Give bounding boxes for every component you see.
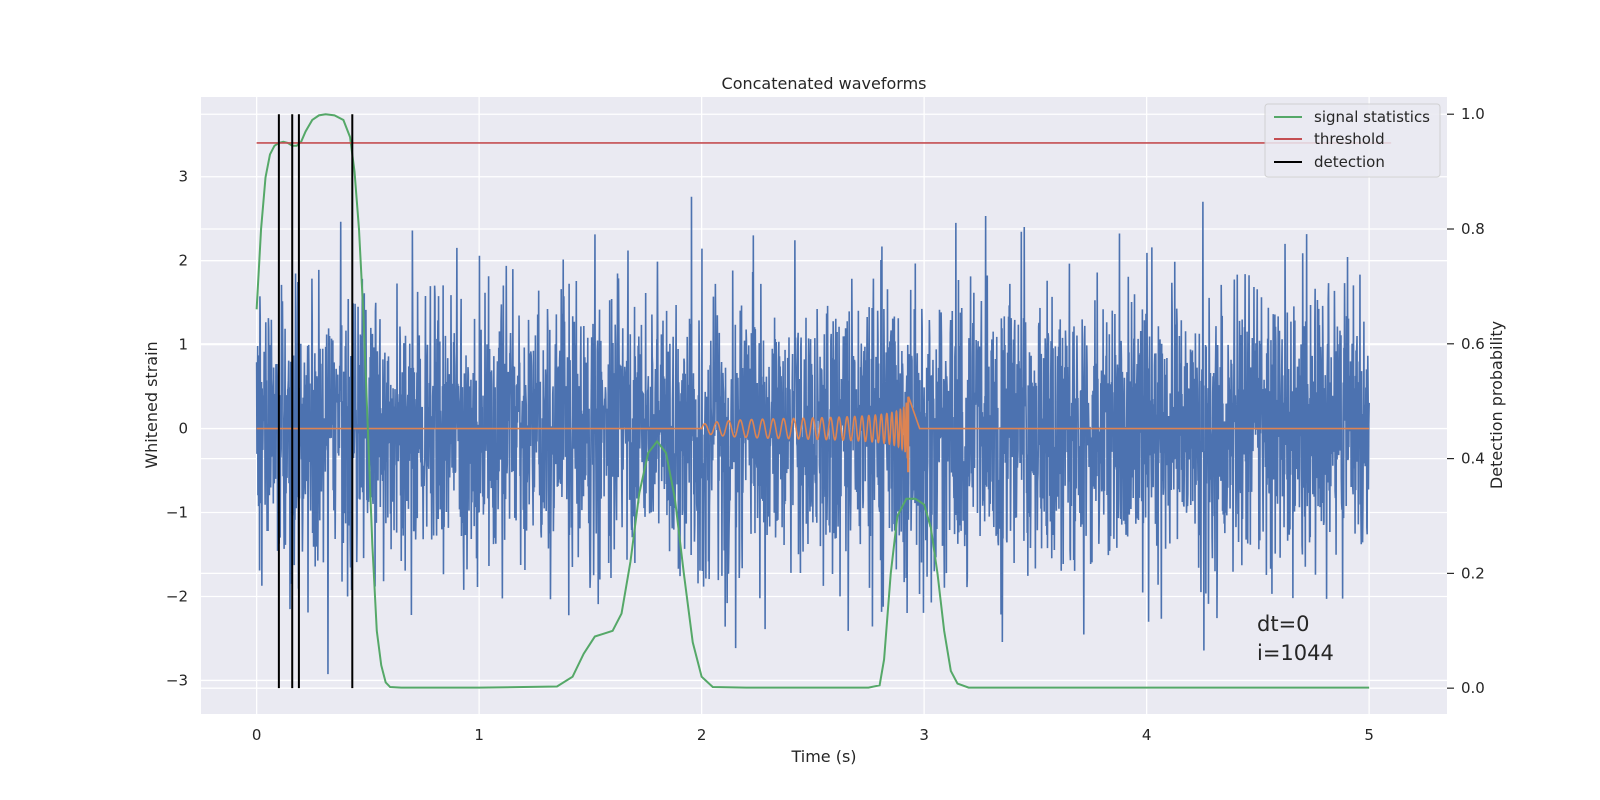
y-right-tick-label: 0.6: [1461, 335, 1485, 353]
series-signal-statistics: [255, 113, 1370, 689]
annotation-index: i=1044: [1257, 641, 1334, 665]
y-axis-right: 0.0 0.2 0.4 0.6 0.8 1.0: [1447, 105, 1485, 697]
y-axis-left: −3 −2 −1 0 1 2 3: [166, 168, 188, 690]
y-right-tick-label: 1.0: [1461, 105, 1485, 123]
x-tick-label: 5: [1364, 726, 1374, 744]
series-injected-chirp: [256, 396, 1370, 473]
x-tick-label: 3: [919, 726, 929, 744]
legend: signal statistics threshold detection: [1264, 103, 1441, 178]
y-right-tick-label: 0.2: [1461, 564, 1485, 582]
x-axis: 0 1 2 3 4 5: [252, 726, 1374, 744]
x-axis-label: Time (s): [790, 747, 856, 766]
y-left-tick-label: 3: [178, 168, 188, 186]
series-detection: [277, 114, 354, 689]
y-right-tick-label: 0.0: [1461, 679, 1485, 697]
y-left-tick-label: −1: [166, 504, 188, 522]
y-left-tick-label: −3: [166, 671, 188, 689]
x-tick-label: 4: [1142, 726, 1152, 744]
chart-title: Concatenated waveforms: [722, 74, 927, 93]
annotation-dt: dt=0: [1257, 612, 1310, 636]
y-right-tick-label: 0.8: [1461, 220, 1485, 238]
y-left-tick-label: −2: [166, 587, 188, 605]
y-left-tick-label: 0: [178, 420, 188, 438]
y-axis-left-title: Whitened strain: [142, 341, 161, 468]
y-left-tick-label: 2: [178, 252, 188, 270]
legend-label-detection: detection: [1314, 153, 1385, 171]
series-whitened-strain: [255, 196, 1370, 675]
y-right-tick-label: 0.4: [1461, 450, 1485, 468]
x-tick-label: 1: [474, 726, 484, 744]
legend-label-signal-statistics: signal statistics: [1314, 108, 1430, 126]
plot-area: [255, 113, 1392, 689]
legend-label-threshold: threshold: [1314, 130, 1385, 148]
y-left-tick-label: 1: [178, 336, 188, 354]
y-axis-right-title: Detection probability: [1487, 321, 1506, 489]
x-tick-label: 2: [697, 726, 707, 744]
x-tick-label: 0: [252, 726, 262, 744]
legend-box: [1264, 103, 1441, 178]
